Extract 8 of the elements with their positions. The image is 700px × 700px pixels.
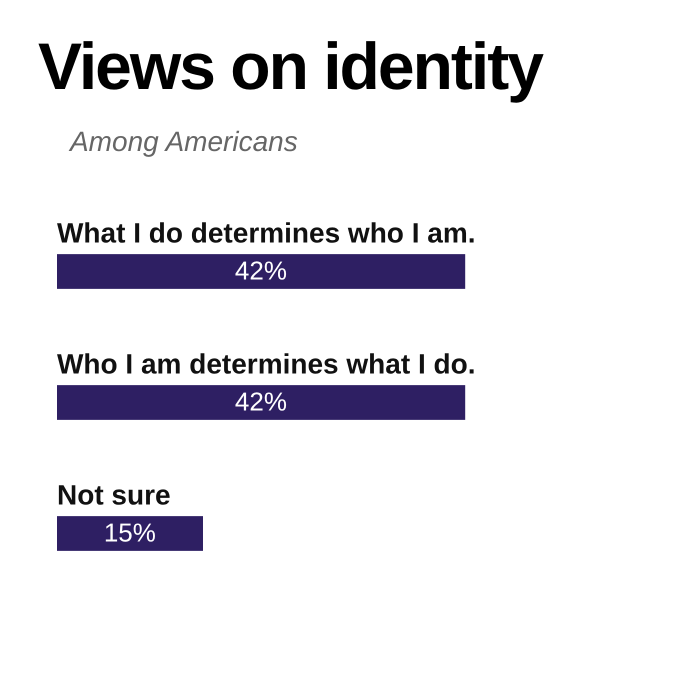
data-label: 42% bbox=[234, 256, 287, 286]
data-label: 42% bbox=[234, 386, 287, 417]
chart-subtitle: Among Americans bbox=[70, 126, 298, 158]
data-label: 15% bbox=[104, 518, 156, 548]
chart-title: Views on identity bbox=[38, 28, 542, 104]
y-tick-label: Who I am determines what I do. bbox=[57, 348, 476, 380]
y-tick-label: What I do determines who I am. bbox=[57, 218, 476, 248]
y-tick-label: Not sure bbox=[57, 480, 171, 510]
